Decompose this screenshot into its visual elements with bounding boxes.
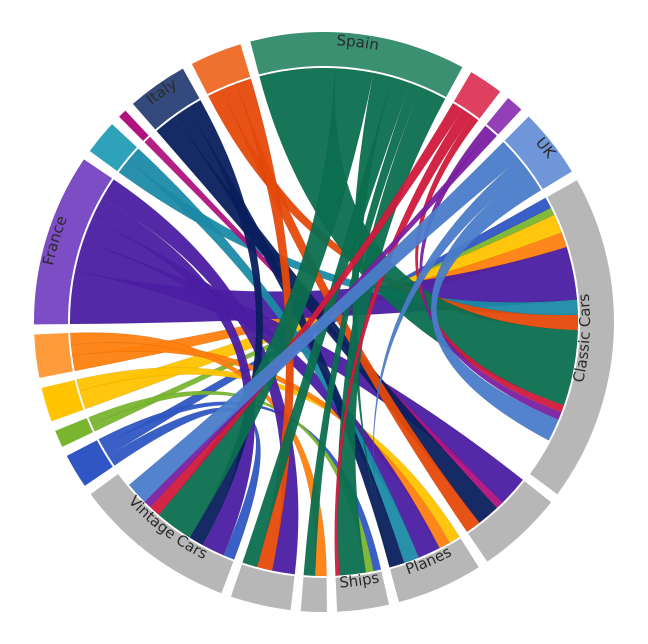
group-arc-14 (529, 180, 614, 495)
chord-ribbon-37 (430, 170, 559, 441)
group-arc-13 (504, 116, 572, 190)
group-arc-2 (55, 418, 93, 447)
group-arc-8 (132, 68, 200, 130)
chord-ribbon-31 (334, 108, 473, 577)
group-arc-0 (90, 474, 234, 594)
group-label-17: Ships (339, 568, 381, 591)
group-arc-5 (34, 159, 113, 325)
group-arcs-layer (34, 31, 614, 612)
ribbons-layer (69, 67, 579, 577)
chord-ribbon-36 (372, 158, 529, 568)
group-arc-19 (230, 564, 295, 611)
chord-ribbon-28 (303, 82, 422, 577)
group-arc-6 (89, 124, 137, 172)
group-arc-4 (34, 333, 73, 378)
group-arc-18 (300, 577, 327, 612)
group-arc-3 (41, 380, 84, 422)
chord-ribbon-13 (91, 198, 256, 556)
group-arc-1 (66, 440, 113, 486)
chord-ribbon-32 (415, 115, 565, 413)
group-arc-10 (250, 31, 463, 98)
group-arc-11 (453, 72, 501, 119)
chord-ribbon-23 (236, 78, 294, 571)
group-arc-17 (335, 571, 390, 612)
chord-ribbon-35 (128, 141, 520, 503)
group-arc-7 (119, 110, 149, 141)
group-arc-15 (468, 481, 552, 562)
group-arc-9 (191, 44, 251, 95)
group-label-10: Spain (336, 31, 380, 54)
chord-ribbon-25 (158, 67, 374, 538)
group-arc-12 (486, 97, 522, 135)
group-arc-16 (390, 538, 479, 603)
